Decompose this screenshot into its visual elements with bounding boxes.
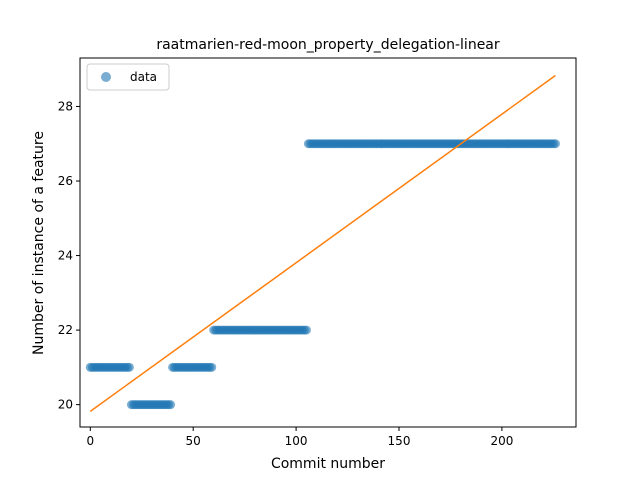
- y-axis: 20 22 24 26 28: [58, 99, 80, 412]
- x-tick-label: 200: [490, 434, 513, 448]
- data-point: [301, 325, 311, 335]
- y-tick-label: 24: [58, 249, 73, 263]
- legend-box: [86, 63, 170, 91]
- data-point: [207, 362, 217, 372]
- x-axis-title: Commit number: [271, 456, 385, 472]
- legend-label-data: data: [130, 70, 157, 84]
- data-point: [124, 362, 134, 372]
- x-tick-label: 50: [186, 434, 201, 448]
- chart-title: raatmarien-red-moon_property_delegation-…: [156, 37, 500, 53]
- x-tick-label: 150: [388, 434, 411, 448]
- y-tick-label: 22: [58, 323, 73, 337]
- fit-line: [89, 74, 556, 412]
- data-point: [550, 139, 560, 149]
- legend-marker-data: [101, 72, 111, 82]
- plot-frame: [79, 57, 577, 428]
- x-axis: 0 50 100 150 200: [86, 427, 513, 448]
- x-tick-label: 100: [285, 434, 308, 448]
- data-point: [166, 400, 176, 410]
- y-tick-label: 28: [58, 99, 73, 113]
- x-tick-label: 0: [86, 434, 94, 448]
- y-axis-title: Number of instance of a feature: [31, 131, 47, 355]
- plot-area: [79, 57, 577, 428]
- y-tick-label: 26: [58, 174, 73, 188]
- y-tick-label: 20: [58, 398, 73, 412]
- legend: data: [86, 63, 170, 91]
